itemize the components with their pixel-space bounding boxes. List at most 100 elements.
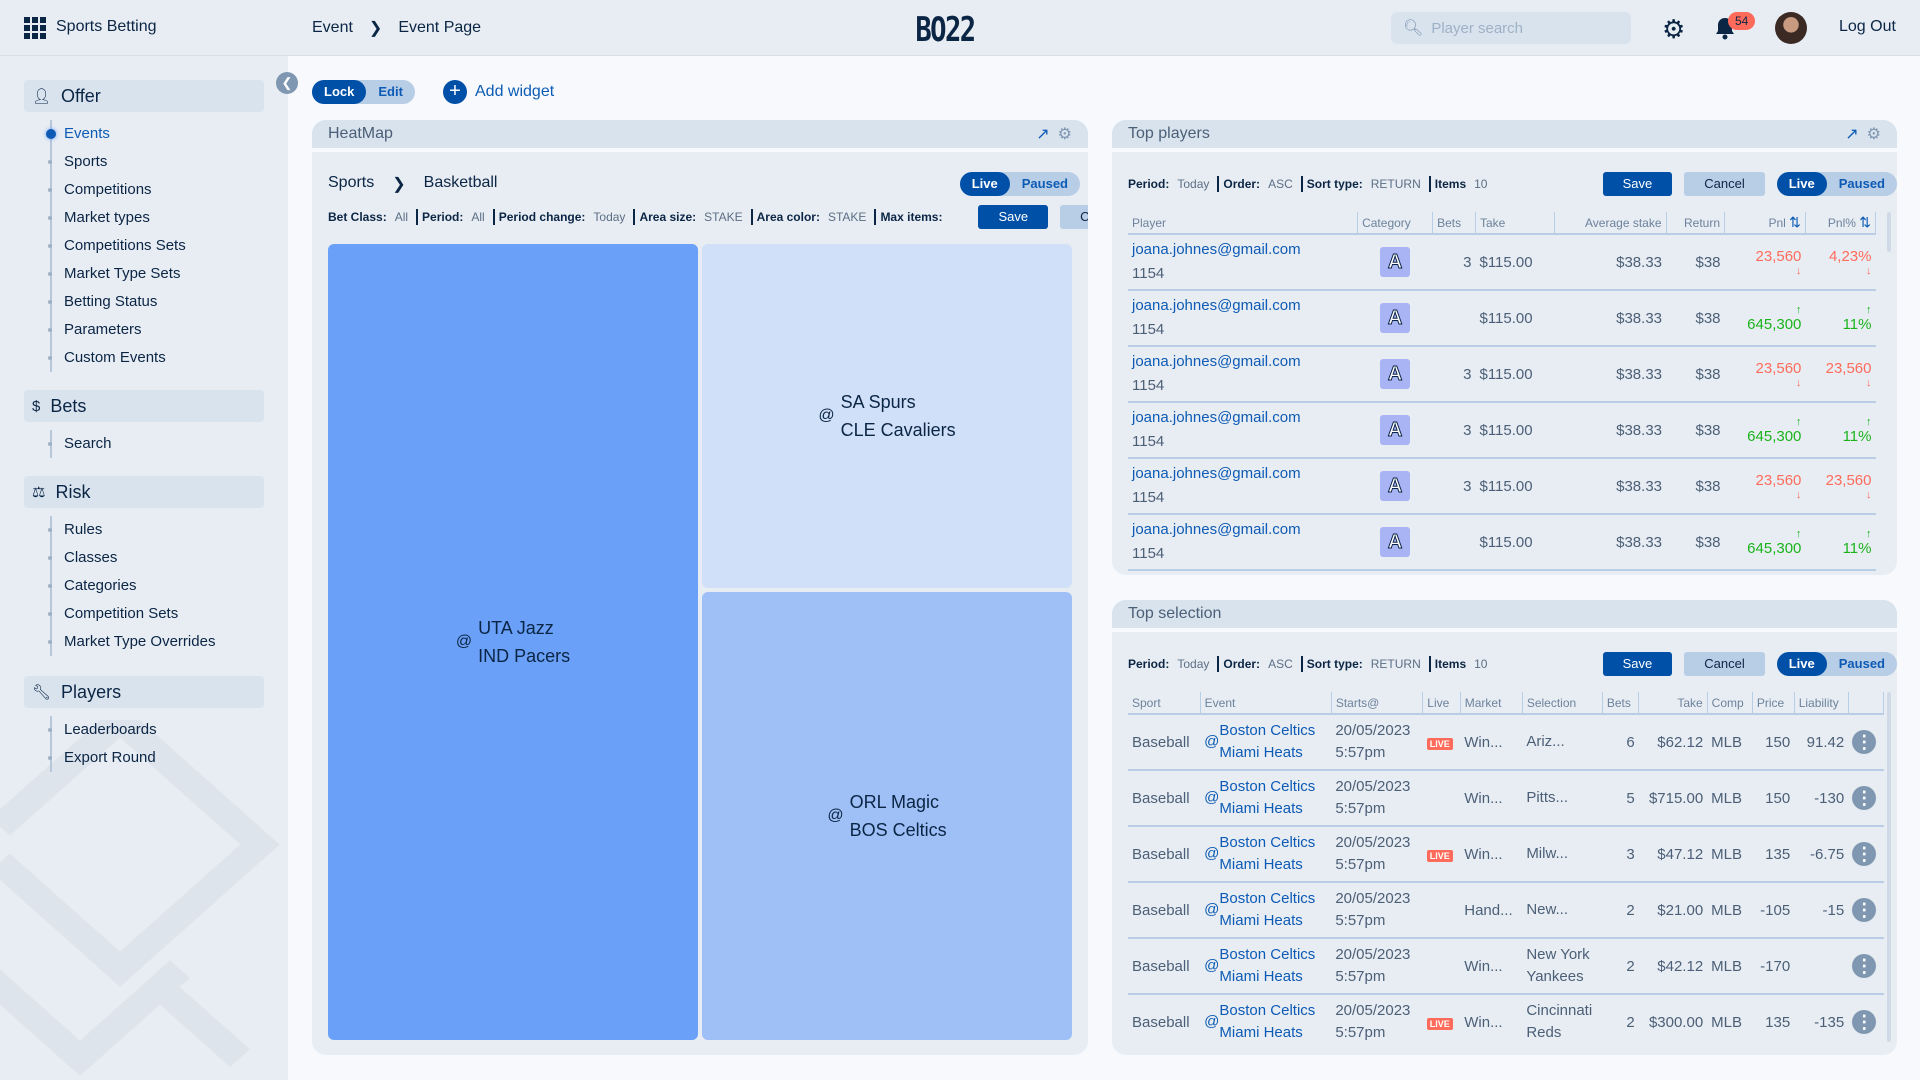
sidebar-item[interactable]: Market Type Sets xyxy=(48,260,186,288)
filter-value[interactable]: 10 xyxy=(1474,657,1488,671)
filter-value[interactable]: Today xyxy=(1177,657,1210,671)
sidebar-item[interactable]: Sports xyxy=(48,148,186,176)
player-email[interactable]: joana.johnes@gmail.com xyxy=(1132,409,1301,426)
heatmap-tile[interactable]: @ ORL Magic BOS Celtics xyxy=(702,592,1072,1040)
more-options-icon[interactable]: ⋮ xyxy=(1852,842,1877,866)
live-option[interactable]: Live xyxy=(959,172,1010,196)
sidebar-section-players[interactable]: 🔧︎ Players xyxy=(24,676,264,708)
more-options-icon[interactable]: ⋮ xyxy=(1852,898,1877,922)
table-row[interactable]: Baseball @ Boston Celtics Miami Heats 20/0… xyxy=(1128,938,1884,995)
filter-value[interactable]: STAKE xyxy=(704,210,743,224)
column-header[interactable]: Pnl ⇅ xyxy=(1724,212,1806,235)
gear-icon[interactable]: ⚙ xyxy=(1057,126,1072,143)
sort-icon[interactable]: ⇅ xyxy=(1859,214,1871,230)
heatmap-tile[interactable]: @ UTA Jazz IND Pacers xyxy=(328,244,698,1040)
cancel-button[interactable]: Cancel xyxy=(1684,172,1765,196)
column-header[interactable]: Sport xyxy=(1128,692,1201,715)
table-row[interactable]: joana.johnes@gmail.com 1154 A 3 $115.00 $… xyxy=(1128,346,1876,403)
column-header[interactable]: Price xyxy=(1752,692,1795,715)
scrollbar[interactable] xyxy=(1887,212,1891,252)
column-header[interactable]: Average stake xyxy=(1554,212,1667,235)
table-row[interactable]: joana.johnes@gmail.com 1154 A 3 $115.00 $… xyxy=(1128,402,1876,459)
cancel-button[interactable]: Cancel xyxy=(1060,205,1088,229)
column-header[interactable]: Return xyxy=(1666,212,1726,235)
collapse-sidebar-button[interactable]: ❮ xyxy=(276,72,298,94)
lock-edit-toggle[interactable]: Lock Edit xyxy=(312,80,415,104)
live-paused-toggle[interactable]: Live Paused xyxy=(1776,652,1897,676)
away-team[interactable]: Miami Heats xyxy=(1219,856,1303,873)
column-header[interactable]: Comp xyxy=(1707,692,1753,715)
player-search-input[interactable] xyxy=(1431,19,1622,37)
filter-value[interactable]: Today xyxy=(593,210,626,224)
away-team[interactable]: Miami Heats xyxy=(1219,968,1303,985)
breadcrumb-event[interactable]: Event xyxy=(312,19,353,36)
home-team[interactable]: Boston Celtics xyxy=(1219,722,1316,739)
sidebar-item[interactable]: Classes xyxy=(47,544,215,572)
gear-icon[interactable]: ⚙ xyxy=(1866,126,1881,143)
column-header[interactable]: Liability xyxy=(1794,692,1849,715)
column-header[interactable]: Take xyxy=(1475,212,1556,235)
table-row[interactable]: Baseball @ Boston Celtics Miami Heats 20/0… xyxy=(1128,714,1884,771)
sidebar-item[interactable]: Export Round xyxy=(48,744,157,772)
sidebar-item[interactable]: Competitions xyxy=(48,176,186,204)
column-header[interactable]: Event xyxy=(1200,692,1332,715)
paused-option[interactable]: Paused xyxy=(1838,176,1885,191)
sidebar-item[interactable]: Market Type Overrides xyxy=(47,628,215,656)
home-team[interactable]: Boston Celtics xyxy=(1219,778,1316,795)
edit-option[interactable]: Edit xyxy=(378,84,403,99)
filter-value[interactable]: RETURN xyxy=(1370,177,1421,191)
table-row[interactable]: joana.johnes@gmail.com 1154 A $115.00 $38… xyxy=(1128,290,1876,347)
player-email[interactable]: joana.johnes@gmail.com xyxy=(1132,465,1301,482)
away-team[interactable]: Miami Heats xyxy=(1219,800,1303,817)
paused-option[interactable]: Paused xyxy=(1838,656,1885,671)
player-email[interactable]: joana.johnes@gmail.com xyxy=(1132,521,1301,538)
filter-value[interactable]: All xyxy=(394,210,409,224)
column-header[interactable]: Live xyxy=(1422,692,1461,715)
player-email[interactable]: joana.johnes@gmail.com xyxy=(1132,297,1301,314)
external-link-icon[interactable]: ↗ xyxy=(1036,126,1050,143)
live-option[interactable]: Live xyxy=(1776,172,1827,196)
paused-option[interactable]: Paused xyxy=(1021,176,1068,191)
more-options-icon[interactable]: ⋮ xyxy=(1852,786,1877,810)
sidebar-section-offer[interactable]: 👤︎ Offer xyxy=(24,80,264,112)
logout-button[interactable]: Log Out xyxy=(1839,18,1896,35)
live-paused-toggle[interactable]: Live Paused xyxy=(959,172,1080,196)
save-button[interactable]: Save xyxy=(1602,172,1673,196)
filter-value[interactable]: RETURN xyxy=(1370,657,1421,671)
away-team[interactable]: Miami Heats xyxy=(1219,744,1303,761)
table-row[interactable]: Baseball @ Boston Celtics Miami Heats 20/0… xyxy=(1128,826,1884,883)
column-header[interactable]: Take xyxy=(1638,692,1708,715)
apps-grid-icon[interactable] xyxy=(24,17,46,39)
filter-value[interactable]: Today xyxy=(1177,177,1210,191)
filter-value[interactable]: ASC xyxy=(1268,177,1293,191)
sidebar-item[interactable]: Categories xyxy=(47,572,215,600)
column-header[interactable]: Category xyxy=(1357,212,1434,235)
sidebar-item[interactable]: Custom Events xyxy=(48,344,186,372)
sidebar-item[interactable]: Competition Sets xyxy=(47,600,215,628)
add-widget-button[interactable]: + Add widget xyxy=(443,80,554,104)
column-header[interactable]: Bets xyxy=(1602,692,1640,715)
filter-value[interactable]: ASC xyxy=(1268,657,1293,671)
more-options-icon[interactable]: ⋮ xyxy=(1852,1010,1877,1034)
player-search[interactable]: 🔍︎ xyxy=(1391,12,1631,44)
column-header[interactable]: Starts@ xyxy=(1331,692,1424,715)
sidebar-item[interactable]: Market types xyxy=(48,204,186,232)
column-header[interactable]: Pnl% ⇅ xyxy=(1805,212,1877,235)
home-team[interactable]: Boston Celtics xyxy=(1219,1002,1316,1019)
filter-value[interactable]: STAKE xyxy=(827,210,867,224)
sidebar-item[interactable]: Leaderboards xyxy=(48,716,157,744)
sidebar-item[interactable]: Rules xyxy=(47,516,215,544)
lock-option[interactable]: Lock xyxy=(312,80,367,104)
away-team[interactable]: Miami Heats xyxy=(1219,912,1303,929)
scrollbar[interactable] xyxy=(1887,692,1891,1042)
home-team[interactable]: Boston Celtics xyxy=(1219,946,1316,963)
home-team[interactable]: Boston Celtics xyxy=(1219,890,1316,907)
player-email[interactable]: joana.johnes@gmail.com xyxy=(1132,353,1301,370)
more-options-icon[interactable]: ⋮ xyxy=(1852,730,1877,754)
sidebar-item[interactable]: Parameters xyxy=(48,316,186,344)
away-team[interactable]: Miami Heats xyxy=(1219,1024,1303,1041)
sidebar-item[interactable]: Competitions Sets xyxy=(48,232,186,260)
live-option[interactable]: Live xyxy=(1776,652,1827,676)
filter-value[interactable]: All xyxy=(471,210,485,224)
table-row[interactable]: Baseball @ Boston Celtics Miami Heats 20/0… xyxy=(1128,994,1884,1042)
